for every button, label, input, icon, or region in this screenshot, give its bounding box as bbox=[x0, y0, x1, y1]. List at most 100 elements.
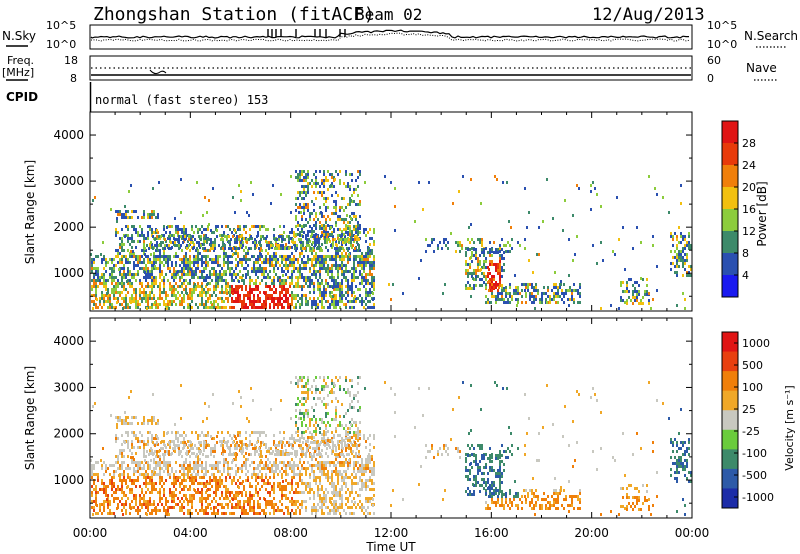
power-cell bbox=[670, 235, 672, 238]
velocity-cell bbox=[317, 476, 319, 479]
power-cell bbox=[129, 243, 131, 246]
velocity-cell bbox=[99, 503, 101, 506]
power-cell bbox=[206, 238, 208, 241]
velocity-cell bbox=[173, 476, 175, 479]
power-cell bbox=[270, 244, 272, 247]
power-cell bbox=[153, 285, 155, 288]
power-cell bbox=[180, 211, 182, 214]
velocity-cell bbox=[331, 476, 333, 479]
power-cell bbox=[371, 261, 373, 264]
power-cell bbox=[121, 240, 123, 243]
power-cell bbox=[361, 264, 363, 267]
velocity-cell bbox=[177, 497, 179, 500]
power-cell bbox=[163, 255, 165, 258]
velocity-cell bbox=[373, 482, 375, 485]
velocity-cell bbox=[219, 485, 221, 488]
velocity-cell bbox=[125, 467, 127, 470]
power-cell bbox=[207, 276, 209, 279]
velocity-cell bbox=[337, 470, 339, 473]
power-cell bbox=[353, 279, 355, 282]
power-cell bbox=[301, 170, 303, 173]
velocity-cell bbox=[265, 455, 267, 458]
velocity-cell bbox=[347, 476, 349, 479]
velocity-cell bbox=[113, 485, 115, 488]
power-cell bbox=[125, 303, 127, 306]
power-cell bbox=[95, 306, 97, 309]
power-cell bbox=[327, 206, 329, 209]
power-cell bbox=[353, 215, 355, 218]
power-cell bbox=[301, 267, 303, 270]
velocity-cell bbox=[191, 500, 193, 503]
power-cell bbox=[94, 196, 96, 199]
velocity-cell bbox=[133, 461, 135, 464]
power-cell bbox=[303, 176, 305, 179]
velocity-cell bbox=[361, 464, 363, 467]
power-cell bbox=[131, 210, 133, 213]
power-cell bbox=[626, 281, 628, 284]
power-cell bbox=[351, 246, 353, 249]
velocity-cell bbox=[223, 461, 225, 464]
velocity-cell bbox=[255, 431, 257, 434]
velocity-cell bbox=[285, 479, 287, 482]
velocity-cell bbox=[323, 467, 325, 470]
power-cell bbox=[334, 238, 336, 241]
power-cell bbox=[159, 270, 161, 273]
power-cell bbox=[353, 297, 355, 300]
power-cell bbox=[678, 256, 680, 259]
velocity-cell bbox=[279, 431, 281, 434]
velocity-cell bbox=[119, 479, 121, 482]
power-cell bbox=[292, 241, 294, 244]
velocity-cell bbox=[139, 509, 141, 512]
velocity-cell bbox=[351, 500, 353, 503]
power-cell bbox=[319, 206, 321, 209]
power-cell bbox=[499, 260, 501, 263]
velocity-cell bbox=[249, 500, 251, 503]
power-cell bbox=[531, 301, 533, 304]
power-cell bbox=[680, 250, 682, 253]
power-cell bbox=[296, 244, 298, 247]
power-cell bbox=[269, 303, 271, 306]
power-cell bbox=[305, 297, 307, 300]
velocity-cell bbox=[311, 509, 313, 512]
power-cell bbox=[119, 270, 121, 273]
power-cell bbox=[291, 273, 293, 276]
power-cell bbox=[226, 238, 228, 241]
velocity-cell bbox=[229, 494, 231, 497]
power-cell bbox=[343, 294, 345, 297]
power-cell bbox=[483, 272, 485, 275]
power-cell bbox=[333, 303, 335, 306]
velocity-cell bbox=[135, 485, 137, 488]
velocity-cell bbox=[215, 500, 217, 503]
velocity-cell bbox=[215, 506, 217, 509]
velocity-cell bbox=[97, 473, 99, 476]
power-cell bbox=[159, 255, 161, 258]
power-cell bbox=[255, 282, 257, 285]
velocity-cell bbox=[273, 476, 275, 479]
power-cell bbox=[123, 288, 125, 291]
velocity-cell bbox=[355, 482, 357, 485]
power-cell bbox=[359, 231, 361, 234]
power-cell bbox=[339, 228, 341, 231]
power-cell bbox=[359, 273, 361, 276]
nsky-spikes bbox=[267, 29, 346, 37]
power-cell bbox=[680, 184, 682, 187]
velocity-cell bbox=[195, 431, 197, 434]
velocity-cell bbox=[329, 497, 331, 500]
power-cell bbox=[186, 247, 188, 250]
velocity-cell bbox=[163, 506, 165, 509]
velocity-cell bbox=[151, 449, 153, 452]
velocity-cell bbox=[361, 503, 363, 506]
velocity-cell bbox=[143, 482, 145, 485]
velocity-cell bbox=[91, 467, 93, 470]
freq-tick-top: 18 bbox=[64, 54, 78, 67]
power-cell bbox=[465, 263, 467, 266]
power-cell bbox=[332, 286, 334, 289]
power-cell bbox=[289, 285, 291, 288]
power-cell bbox=[121, 216, 123, 219]
power-cell bbox=[273, 270, 275, 273]
power-cell bbox=[214, 241, 216, 244]
power-cell bbox=[231, 285, 233, 288]
power-cell bbox=[469, 272, 471, 275]
velocity-cell bbox=[283, 470, 285, 473]
velocity-cell bbox=[139, 446, 141, 449]
